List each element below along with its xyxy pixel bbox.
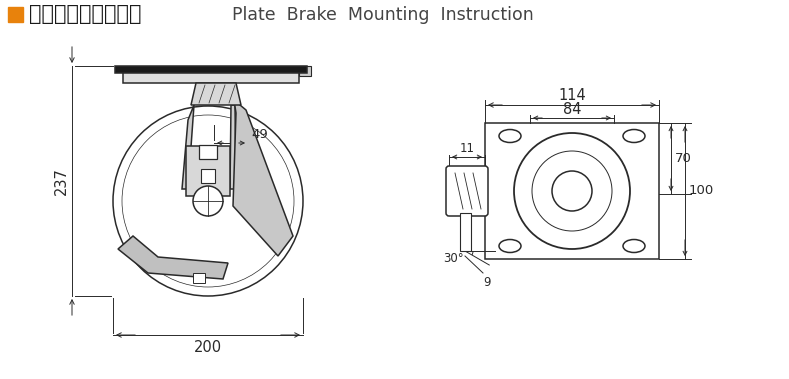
Circle shape — [552, 171, 592, 211]
Text: 平顶刹车安装尺寸图: 平顶刹车安装尺寸图 — [29, 5, 141, 25]
Circle shape — [193, 186, 223, 216]
Text: 237: 237 — [54, 167, 69, 195]
Bar — [115, 66, 307, 73]
Polygon shape — [118, 236, 228, 279]
Circle shape — [532, 151, 612, 231]
Text: Plate  Brake  Mounting  Instruction: Plate Brake Mounting Instruction — [232, 6, 533, 23]
Bar — [123, 72, 299, 83]
Polygon shape — [182, 105, 194, 189]
Ellipse shape — [623, 240, 645, 252]
Circle shape — [122, 115, 294, 287]
Text: 70: 70 — [675, 152, 692, 165]
Bar — [485, 123, 659, 259]
Circle shape — [514, 133, 630, 249]
Text: 30°: 30° — [443, 252, 464, 266]
Ellipse shape — [499, 240, 521, 252]
Bar — [199, 145, 217, 159]
Text: 100: 100 — [689, 185, 714, 197]
Ellipse shape — [499, 130, 521, 143]
FancyBboxPatch shape — [446, 166, 488, 216]
Polygon shape — [233, 100, 293, 256]
Ellipse shape — [623, 130, 645, 143]
Text: 49: 49 — [251, 128, 267, 141]
Text: 9: 9 — [483, 276, 491, 289]
Bar — [299, 66, 311, 76]
Text: 200: 200 — [194, 340, 222, 354]
Circle shape — [113, 106, 303, 296]
Bar — [460, 213, 471, 251]
Text: 84: 84 — [563, 102, 581, 117]
Text: 114: 114 — [558, 88, 586, 102]
Text: 11: 11 — [459, 141, 474, 155]
Bar — [193, 273, 205, 283]
Polygon shape — [191, 83, 241, 105]
Bar — [201, 169, 215, 183]
Polygon shape — [230, 105, 236, 189]
Bar — [186, 146, 230, 196]
Bar — [8, 7, 23, 22]
